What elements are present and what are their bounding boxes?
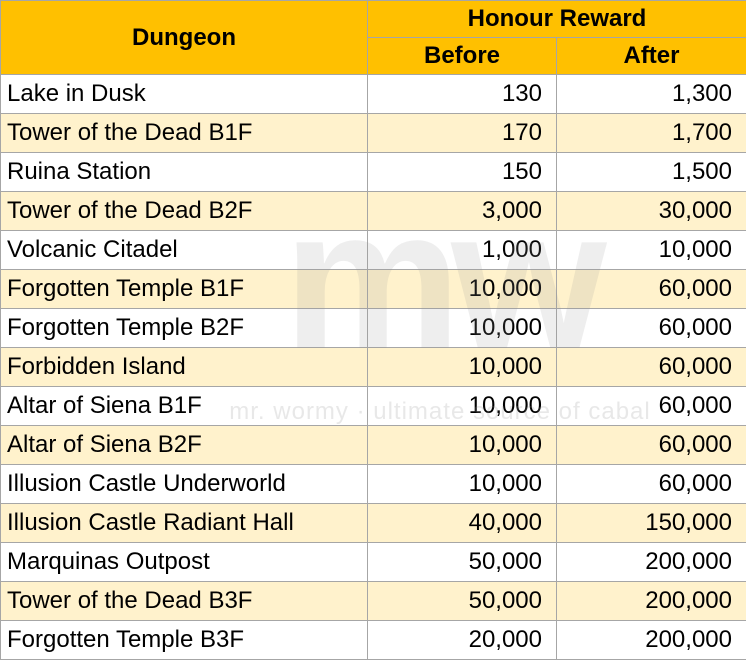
dungeon-cell: Forgotten Temple B1F	[1, 270, 368, 309]
dungeon-cell: Lake in Dusk	[1, 75, 368, 114]
after-cell: 200,000	[557, 543, 746, 582]
before-cell: 1,000	[368, 231, 557, 270]
dungeon-cell: Tower of the Dead B1F	[1, 114, 368, 153]
after-cell: 200,000	[557, 621, 746, 660]
before-cell: 150	[368, 153, 557, 192]
before-cell: 20,000	[368, 621, 557, 660]
before-cell: 10,000	[368, 348, 557, 387]
dungeon-cell: Forgotten Temple B2F	[1, 309, 368, 348]
after-cell: 60,000	[557, 309, 746, 348]
after-cell: 60,000	[557, 270, 746, 309]
dungeon-cell: Forbidden Island	[1, 348, 368, 387]
dungeon-cell: Illusion Castle Radiant Hall	[1, 504, 368, 543]
after-cell: 60,000	[557, 426, 746, 465]
before-cell: 130	[368, 75, 557, 114]
before-cell: 50,000	[368, 582, 557, 621]
before-cell: 10,000	[368, 465, 557, 504]
after-cell: 60,000	[557, 387, 746, 426]
after-cell: 60,000	[557, 348, 746, 387]
dungeon-cell: Volcanic Citadel	[1, 231, 368, 270]
after-cell: 10,000	[557, 231, 746, 270]
before-cell: 10,000	[368, 309, 557, 348]
dungeon-cell: Tower of the Dead B3F	[1, 582, 368, 621]
header-dungeon: Dungeon	[1, 1, 368, 75]
header-before: Before	[368, 38, 557, 75]
dungeon-cell: Altar of Siena B2F	[1, 426, 368, 465]
header-after: After	[557, 38, 746, 75]
before-cell: 50,000	[368, 543, 557, 582]
dungeon-cell: Altar of Siena B1F	[1, 387, 368, 426]
dungeon-cell: Illusion Castle Underworld	[1, 465, 368, 504]
before-cell: 3,000	[368, 192, 557, 231]
dungeon-cell: Tower of the Dead B2F	[1, 192, 368, 231]
header-row-top: Dungeon Honour Reward	[1, 1, 746, 38]
after-cell: 1,700	[557, 114, 746, 153]
before-cell: 10,000	[368, 270, 557, 309]
before-cell: 170	[368, 114, 557, 153]
after-cell: 60,000	[557, 465, 746, 504]
before-cell: 10,000	[368, 387, 557, 426]
after-cell: 30,000	[557, 192, 746, 231]
header-honour-reward: Honour Reward	[368, 1, 746, 38]
after-cell: 150,000	[557, 504, 746, 543]
dungeon-cell: Marquinas Outpost	[1, 543, 368, 582]
before-cell: 40,000	[368, 504, 557, 543]
after-cell: 200,000	[557, 582, 746, 621]
after-cell: 1,500	[557, 153, 746, 192]
dungeon-cell: Forgotten Temple B3F	[1, 621, 368, 660]
before-cell: 10,000	[368, 426, 557, 465]
after-cell: 1,300	[557, 75, 746, 114]
dungeon-cell: Ruina Station	[1, 153, 368, 192]
